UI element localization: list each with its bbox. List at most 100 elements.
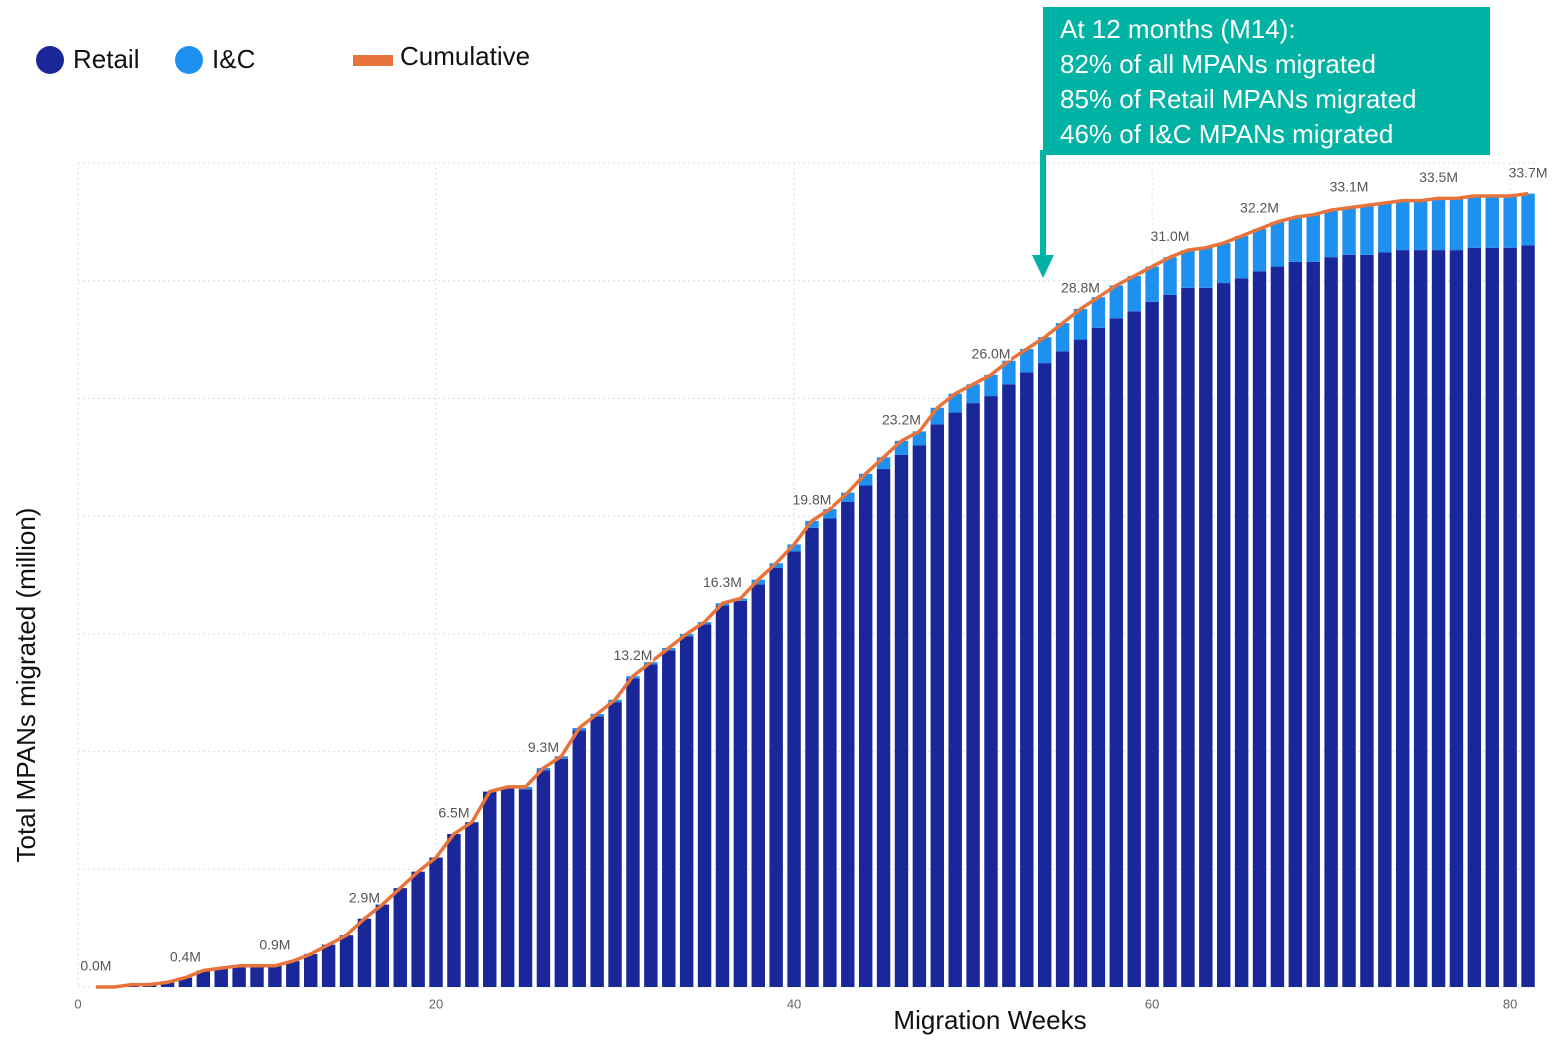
retail-bar bbox=[447, 833, 461, 987]
annotation-text: 46% of I&C MPANs migrated bbox=[1060, 119, 1393, 149]
retail-bar bbox=[268, 965, 282, 987]
data-label: 16.3M bbox=[703, 574, 742, 590]
retail-bar bbox=[697, 624, 712, 987]
retail-bar bbox=[1396, 250, 1410, 987]
data-label: 33.5M bbox=[1419, 169, 1458, 185]
ic-bar bbox=[1431, 198, 1446, 251]
ic-bar bbox=[1037, 337, 1052, 364]
x-tick-label: 80 bbox=[1503, 996, 1517, 1011]
retail-bar bbox=[841, 502, 855, 987]
retail-bar bbox=[214, 968, 228, 987]
retail-bar bbox=[1360, 254, 1374, 987]
ic-bar bbox=[1163, 257, 1177, 295]
retail-bar bbox=[679, 636, 694, 987]
retail-bar bbox=[769, 567, 783, 987]
ic-bar bbox=[1020, 348, 1034, 373]
data-label: 31.0M bbox=[1151, 228, 1190, 244]
retail-bar bbox=[1002, 384, 1016, 987]
data-label: 0.0M bbox=[80, 958, 111, 974]
ic-bar bbox=[1145, 266, 1159, 302]
legend-label: Retail bbox=[73, 44, 139, 74]
ic-bar bbox=[1109, 285, 1124, 319]
data-label: 23.2M bbox=[882, 412, 921, 428]
retail-bar bbox=[232, 965, 246, 987]
retail-bar bbox=[1306, 261, 1320, 987]
ic-bar bbox=[1467, 195, 1482, 248]
retail-bar bbox=[858, 485, 873, 987]
retail-bar bbox=[321, 944, 336, 987]
data-label: 32.2M bbox=[1240, 200, 1279, 216]
annotation-box bbox=[1043, 7, 1490, 155]
ic-bar bbox=[823, 509, 837, 519]
ic-bar bbox=[1413, 200, 1428, 251]
retail-bar bbox=[1252, 271, 1267, 988]
legend-marker bbox=[36, 46, 64, 74]
retail-bar bbox=[662, 650, 676, 987]
retail-bar bbox=[930, 424, 945, 988]
retail-bar bbox=[465, 822, 479, 987]
x-tick-label: 60 bbox=[1145, 996, 1159, 1011]
retail-bar bbox=[590, 716, 604, 987]
data-label: 2.9M bbox=[349, 889, 380, 905]
retail-bar bbox=[1467, 247, 1482, 988]
ic-bar bbox=[966, 384, 980, 404]
retail-bar bbox=[572, 730, 586, 987]
retail-bar bbox=[339, 935, 354, 987]
retail-bar bbox=[1378, 252, 1392, 987]
x-axis-title: Migration Weeks bbox=[893, 1005, 1086, 1035]
retail-bar bbox=[1055, 351, 1070, 987]
retail-bar bbox=[250, 965, 264, 987]
ic-bar bbox=[858, 473, 873, 486]
ic-bar bbox=[1055, 323, 1070, 352]
ic-bar bbox=[1449, 198, 1464, 251]
retail-bar bbox=[286, 961, 300, 987]
retail-bar bbox=[894, 454, 909, 988]
retail-bar bbox=[912, 445, 927, 987]
retail-bar bbox=[1324, 257, 1338, 988]
ic-bar bbox=[876, 457, 891, 470]
retail-bar bbox=[715, 605, 730, 987]
retail-bar bbox=[805, 527, 819, 987]
retail-bar bbox=[178, 977, 193, 987]
retail-bar bbox=[733, 600, 748, 987]
legend-marker bbox=[175, 46, 203, 74]
retail-bar bbox=[1073, 339, 1088, 988]
ic-bar bbox=[841, 492, 855, 503]
retail-bar bbox=[948, 412, 962, 987]
ic-bar bbox=[1306, 214, 1320, 262]
annotation-text: 85% of Retail MPANs migrated bbox=[1060, 84, 1416, 114]
data-label: 33.1M bbox=[1330, 178, 1369, 194]
retail-bar bbox=[1163, 294, 1177, 988]
data-label: 33.7M bbox=[1509, 164, 1548, 180]
annotation-arrow-head bbox=[1032, 255, 1054, 278]
retail-bar bbox=[1037, 363, 1052, 988]
ic-bar bbox=[1396, 200, 1410, 251]
retail-bar bbox=[1342, 254, 1356, 987]
ic-bar bbox=[1342, 207, 1356, 255]
retail-bar bbox=[876, 469, 891, 987]
retail-bar bbox=[1503, 247, 1517, 988]
data-label: 9.3M bbox=[528, 739, 559, 755]
ic-bar bbox=[1521, 193, 1535, 246]
legend-label: Cumulative bbox=[400, 41, 530, 71]
data-label: 26.0M bbox=[972, 346, 1011, 362]
ic-bar bbox=[1270, 221, 1285, 267]
retail-bar bbox=[1091, 327, 1106, 987]
annotation-arrow-shaft bbox=[1040, 150, 1046, 258]
ic-bar bbox=[984, 374, 998, 397]
annotation-text: At 12 months (M14): bbox=[1060, 14, 1296, 44]
data-label: 28.8M bbox=[1061, 280, 1100, 296]
data-label: 0.4M bbox=[170, 948, 201, 964]
retail-bar bbox=[411, 871, 425, 987]
retail-bar bbox=[1288, 261, 1303, 987]
retail-bar bbox=[626, 678, 640, 987]
retail-bar bbox=[1217, 283, 1231, 987]
retail-bar bbox=[608, 702, 622, 987]
retail-bar bbox=[1521, 245, 1535, 987]
ic-bar bbox=[1288, 217, 1303, 262]
ic-bar bbox=[1503, 195, 1517, 248]
retail-bar bbox=[787, 551, 801, 987]
annotation-text: 82% of all MPANs migrated bbox=[1060, 49, 1376, 79]
retail-bar bbox=[1145, 301, 1159, 988]
